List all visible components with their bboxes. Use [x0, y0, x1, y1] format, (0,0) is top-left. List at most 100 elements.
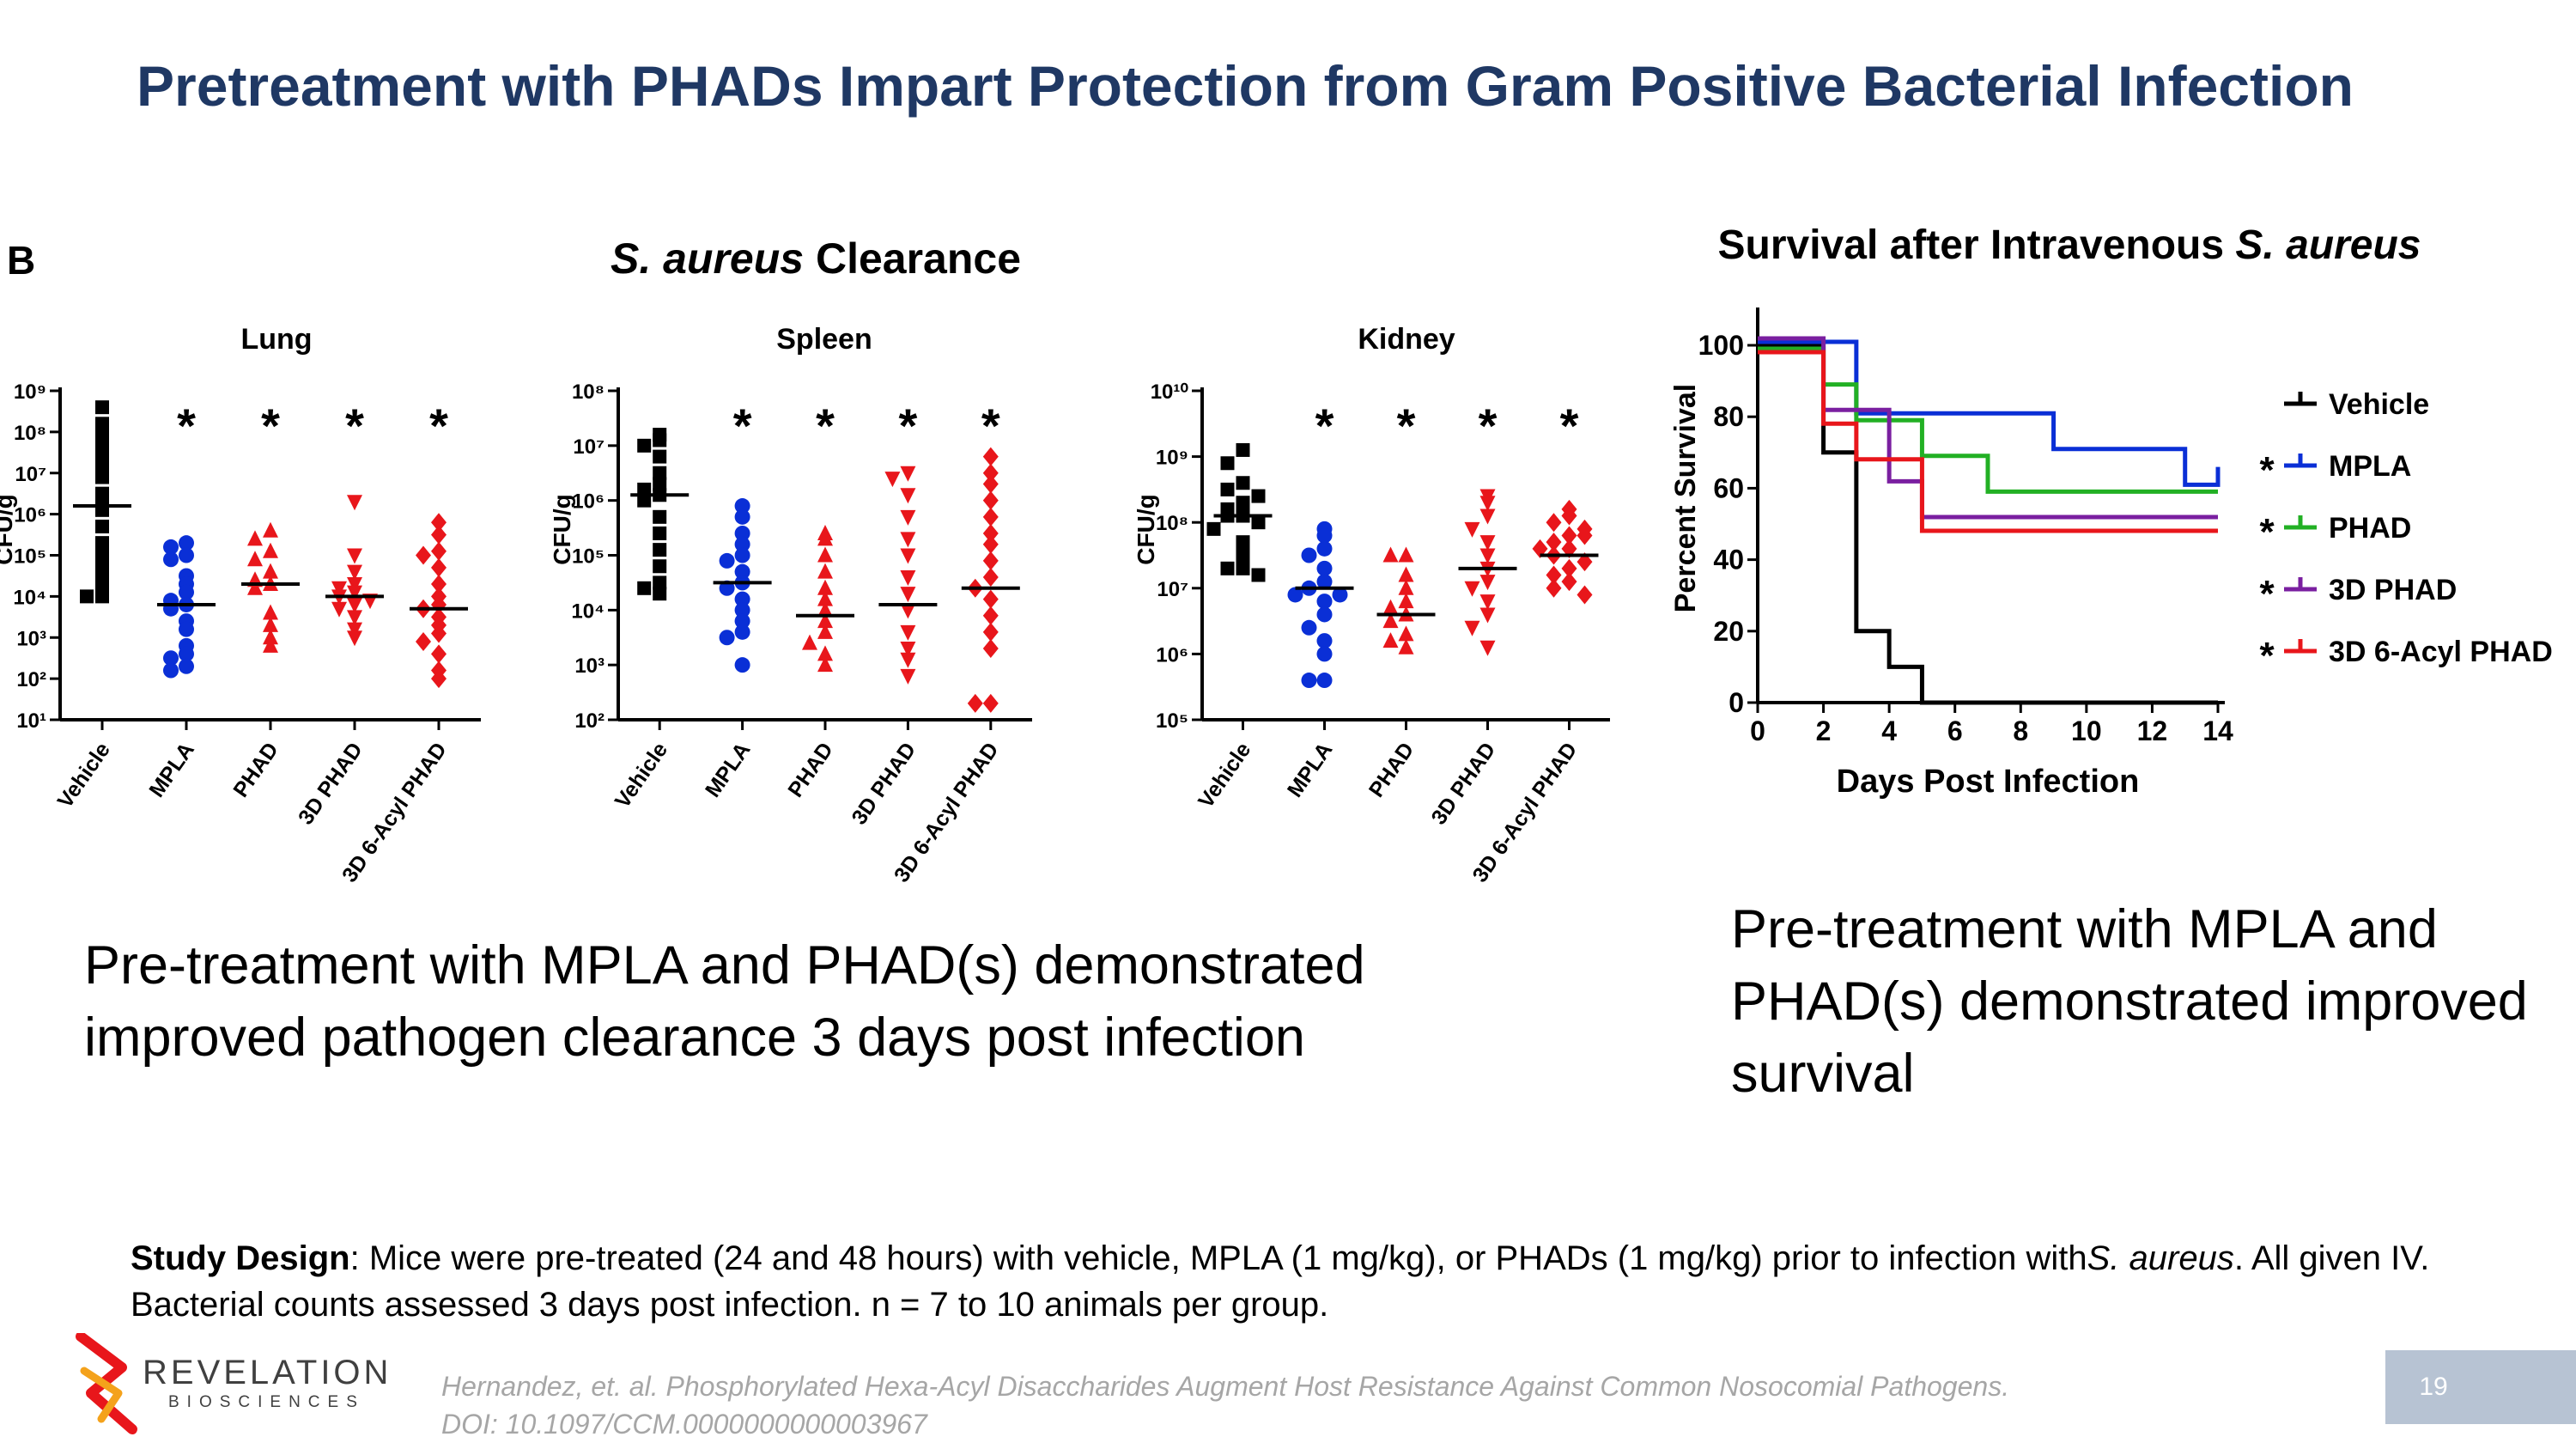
page-number: 19 — [2419, 1373, 2448, 1401]
panel1-data-point-vehicle — [95, 536, 109, 551]
panel2-data-point-mpla — [734, 657, 750, 673]
survival-y-tick-label: 100 — [1698, 330, 1744, 361]
legend-label: Vehicle — [2329, 388, 2429, 421]
clearance-title: S. aureus Clearance — [515, 234, 1116, 283]
panel1-data-point-phad — [263, 521, 278, 538]
panel1-data-point-phad — [263, 629, 278, 645]
panel3-data-point-vehicle — [1206, 521, 1221, 536]
panel1-x-tick-label: PHAD — [228, 738, 283, 801]
survival-x-tick-label: 0 — [1750, 715, 1765, 746]
panel1-data-point-3d-phad — [347, 622, 362, 638]
panel1-data-point-3d-phad — [331, 581, 347, 597]
panel3-x-tick-label: Vehicle — [1194, 738, 1255, 813]
panel1-data-point-3d-phad — [347, 495, 362, 511]
panel2-y-tick-label: 10³ — [574, 654, 605, 678]
panel3-data-point-vehicle — [1220, 482, 1235, 496]
panel2-data-point-vehicle — [637, 493, 652, 508]
panel3-data-point-mpla — [1316, 540, 1333, 557]
panel2-data-point-3d-6-acyl-phad — [982, 622, 999, 642]
panel3-data-point-phad — [1382, 632, 1399, 648]
panel2-y-tick-label: 10⁴ — [571, 600, 605, 623]
panel3-data-point-3d-6-acyl-phad — [1577, 585, 1593, 605]
panel2-data-point-phad — [817, 645, 833, 661]
panel2-x-tick-label: MPLA — [701, 738, 756, 801]
panel3-data-point-vehicle — [1251, 489, 1266, 503]
panel2-data-point-3d-phad — [900, 642, 916, 658]
panel2-data-point-3d-6-acyl-phad — [982, 589, 999, 609]
panel3-data-point-vehicle — [1236, 561, 1250, 575]
panel2-data-point-3d-phad — [900, 509, 916, 526]
panel1-data-point-3d-phad — [331, 601, 347, 618]
panel3-significance-mark: * — [1560, 399, 1579, 453]
panel1-data-point-vehicle — [95, 458, 109, 472]
panel1-y-tick-label: 10⁶ — [14, 504, 46, 527]
panel3-data-point-mpla — [1316, 606, 1333, 623]
panel1-data-point-vehicle — [80, 589, 94, 604]
panel1-significance-mark: * — [261, 399, 280, 453]
survival-line-vehicle — [1758, 343, 2218, 705]
panel3-data-point-mpla — [1301, 547, 1317, 563]
panel1-data-point-3d-phad — [347, 610, 362, 626]
panel1-data-point-3d-6-acyl-phad — [431, 557, 447, 577]
panel3-data-point-vehicle — [1251, 515, 1266, 530]
panel2-data-point-3d-phad — [900, 466, 916, 482]
panel2-data-point-phad — [817, 530, 833, 546]
panel1-data-point-3d-6-acyl-phad — [431, 525, 447, 545]
panel2-x-tick-label: PHAD — [783, 738, 838, 801]
study-design-text-2: . All given IV. Bacterial counts assesse… — [131, 1239, 2430, 1324]
panel1-data-point-3d-6-acyl-phad — [431, 575, 447, 594]
panel1-y-tick-label: 10⁷ — [15, 463, 46, 486]
panel1-y-tick-label: 10⁵ — [14, 545, 46, 569]
panel3-data-point-3d-6-acyl-phad — [1561, 572, 1577, 592]
panel2-data-point-vehicle — [653, 526, 667, 540]
panel2-data-point-phad — [817, 601, 833, 618]
panel1-data-point-phad — [263, 636, 278, 653]
panel3-data-point-3d-6-acyl-phad — [1546, 513, 1562, 533]
panel1-data-point-phad — [263, 604, 278, 620]
citation-line-2: DOI: 10.1097/CCM.0000000000003967 — [441, 1409, 927, 1440]
study-design: Study Design: Mice were pre-treated (24 … — [131, 1235, 2535, 1328]
panel2-data-point-phad — [802, 634, 817, 650]
panel2-data-point-mpla — [734, 591, 750, 607]
panel2-significance-mark: * — [733, 399, 752, 453]
panel2-data-point-mpla — [734, 508, 750, 525]
panel2-significance-mark: * — [816, 399, 835, 453]
survival-line-mpla — [1758, 339, 2221, 487]
panel2-data-point-mpla — [734, 602, 750, 618]
panel2-data-point-3d-phad — [884, 472, 901, 488]
panel3-data-point-mpla — [1316, 594, 1333, 610]
panel1-data-point-mpla — [179, 535, 194, 551]
panel2-data-point-3d-6-acyl-phad — [982, 551, 999, 570]
panel1-data-point-mpla — [179, 646, 194, 662]
survival-y-axis-label: Percent Survival — [1669, 384, 1702, 612]
panel2-data-point-3d-6-acyl-phad — [982, 639, 999, 659]
panel3-data-point-3d-phad — [1464, 620, 1480, 636]
panel1-data-point-3d-phad — [347, 585, 362, 601]
panel1-data-point-vehicle — [95, 589, 109, 604]
panel2-y-axis-label: CFU/g — [549, 494, 575, 564]
panel3-significance-mark: * — [1479, 399, 1498, 453]
panel2-data-point-3d-6-acyl-phad — [982, 568, 999, 588]
panel2-data-point-3d-6-acyl-phad — [982, 693, 999, 713]
panel2-data-point-phad — [817, 623, 833, 639]
panel2-data-point-3d-phad — [900, 532, 916, 548]
panel1-data-point-mpla — [179, 621, 194, 637]
logo-subtitle: BIOSCIENCES — [168, 1393, 365, 1411]
panel2-data-point-3d-phad — [900, 603, 916, 619]
panel3-data-point-3d-6-acyl-phad — [1577, 526, 1593, 545]
panel2-x-tick-label: 3D PHAD — [847, 738, 920, 829]
survival-title-prefix: Survival after Intravenous — [1717, 222, 2236, 268]
panel3-x-tick-label: PHAD — [1364, 738, 1419, 801]
survival-y-tick-label: 20 — [1713, 616, 1744, 647]
panel1-data-point-3d-6-acyl-phad — [416, 632, 431, 652]
panel3-y-tick-label: 10⁷ — [1157, 578, 1188, 601]
survival-x-tick-label: 4 — [1881, 715, 1897, 746]
panel3-data-point-3d-phad — [1479, 607, 1496, 624]
panel2-data-point-3d-6-acyl-phad — [982, 534, 999, 554]
panel2-data-point-mpla — [734, 536, 750, 552]
panel3-data-point-3d-phad — [1479, 535, 1496, 551]
panel1-data-point-phad — [263, 616, 278, 632]
panel2-chart-title: Spleen — [776, 323, 872, 356]
logo-wordmark: REVELATION — [143, 1354, 392, 1391]
panel3-data-point-vehicle — [1220, 456, 1235, 471]
